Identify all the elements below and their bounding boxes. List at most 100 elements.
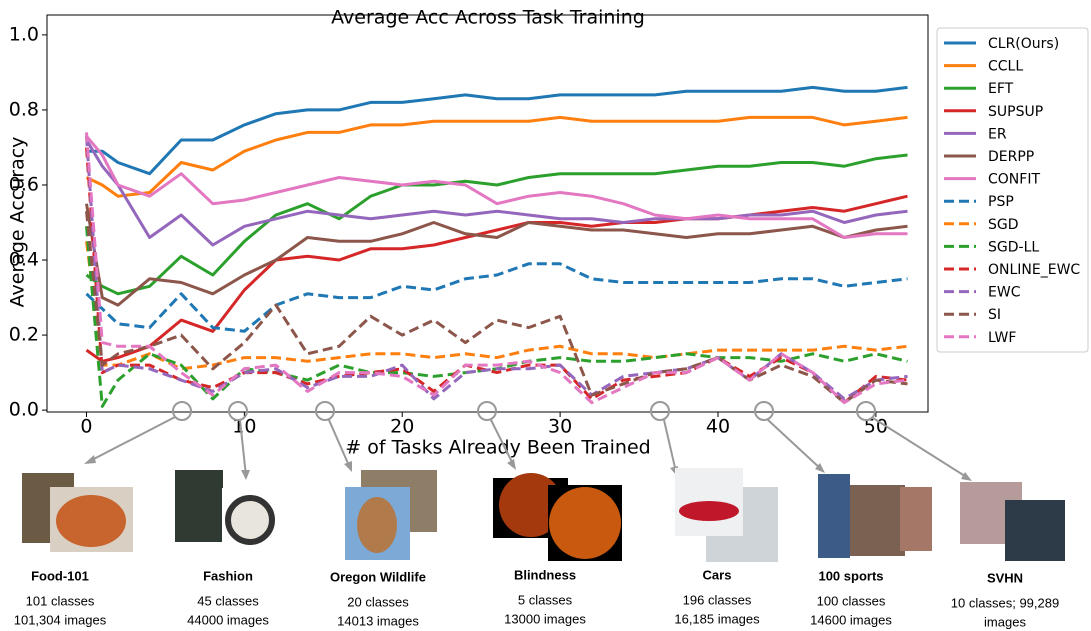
dataset-detail: 101,304 images bbox=[14, 612, 107, 627]
dataset-detail: 10 classes; 99,289 bbox=[951, 595, 1059, 610]
legend-label: LWF bbox=[988, 330, 1016, 346]
x-tick-label: 40 bbox=[706, 416, 730, 438]
legend-label: SGD bbox=[988, 217, 1019, 233]
legend-label: CCLL bbox=[988, 59, 1023, 75]
series-line bbox=[85, 241, 908, 371]
dataset-name: Food-101 bbox=[31, 568, 89, 583]
marker bbox=[856, 401, 876, 421]
dataset-detail: 16,185 images bbox=[674, 611, 760, 626]
dataset-detail: 20 classes bbox=[347, 594, 409, 609]
dataset-images bbox=[22, 468, 1065, 562]
legend: CLR(Ours) CCLL EFT SUPSUP ER DERPP CONFIT PSP SG… bbox=[944, 36, 1080, 346]
arrow bbox=[87, 416, 176, 463]
dataset-detail: 100 classes bbox=[817, 593, 886, 608]
arrow-head bbox=[241, 470, 250, 480]
series-line bbox=[85, 226, 908, 408]
dataset-detail: 44000 images bbox=[187, 612, 269, 627]
legend-label: ER bbox=[988, 126, 1007, 142]
arrow-head bbox=[815, 463, 825, 473]
chart-title: Average Acc Across Task Training bbox=[331, 7, 645, 29]
arrow-head bbox=[344, 461, 352, 472]
dataset-labels: Food-101 101 classes 101,304 images Fashion… bbox=[14, 567, 1059, 629]
legend-label: CONFIT bbox=[988, 172, 1040, 188]
marker bbox=[477, 401, 497, 421]
legend-label: ONLINE_EWC bbox=[988, 262, 1080, 278]
arrow bbox=[872, 417, 969, 479]
arrow-head bbox=[961, 472, 972, 481]
legend-label: SI bbox=[988, 307, 1001, 323]
image bbox=[499, 473, 563, 537]
plot-frame bbox=[46, 14, 929, 413]
arrow-head bbox=[507, 459, 516, 470]
dataset-name: Oregon Wildlife bbox=[330, 569, 426, 584]
legend-label: DERPP bbox=[988, 149, 1034, 165]
marker bbox=[172, 401, 192, 421]
series-line bbox=[85, 135, 908, 239]
dataset-detail: 14013 images bbox=[337, 613, 419, 628]
series-line bbox=[85, 203, 908, 307]
series-line bbox=[85, 139, 908, 247]
dataset-detail: images bbox=[984, 614, 1026, 629]
legend-label: CLR(Ours) bbox=[988, 36, 1059, 52]
y-tick-label: 0.6 bbox=[9, 173, 39, 195]
dataset-name: SVHN bbox=[987, 570, 1023, 585]
x-tick-label: 10 bbox=[232, 416, 256, 438]
image bbox=[1005, 500, 1065, 561]
arrow bbox=[490, 419, 515, 467]
image bbox=[225, 495, 275, 545]
image bbox=[679, 501, 739, 521]
arrow-heads bbox=[84, 455, 972, 481]
image bbox=[56, 495, 126, 547]
plot-area: 0 10 20 30 40 50 0.0 0.2 0.4 0.6 0.8 1.0 bbox=[9, 23, 908, 438]
dataset-detail: 196 classes bbox=[683, 592, 752, 607]
series-line bbox=[85, 132, 908, 405]
dataset-name: Blindness bbox=[514, 567, 576, 582]
dataset-detail: 14600 images bbox=[810, 612, 892, 627]
y-axis-label: Average Accuracy bbox=[7, 137, 29, 308]
image bbox=[357, 497, 397, 553]
y-tick-label: 0.8 bbox=[9, 98, 39, 120]
legend-label: PSP bbox=[988, 194, 1014, 210]
legend-label: SUPSUP bbox=[988, 104, 1043, 120]
image bbox=[549, 487, 621, 559]
dataset-detail: 45 classes bbox=[197, 593, 259, 608]
series-line bbox=[85, 211, 908, 405]
series-line bbox=[85, 262, 908, 333]
dataset-detail: 13000 images bbox=[504, 611, 586, 626]
legend-label: EWC bbox=[988, 285, 1021, 301]
arrow bbox=[663, 419, 677, 473]
y-tick-label: 0.2 bbox=[9, 324, 39, 346]
marker bbox=[650, 401, 670, 421]
arrow-head bbox=[84, 455, 96, 464]
series-line bbox=[85, 153, 908, 296]
x-axis-label: # of Tasks Already Been Trained bbox=[345, 437, 650, 459]
y-tick-label: 1.0 bbox=[9, 23, 39, 45]
legend-label: SGD-LL bbox=[988, 239, 1039, 255]
dataset-markers bbox=[87, 401, 969, 479]
marker bbox=[228, 401, 248, 421]
legend-box bbox=[936, 27, 1089, 353]
x-tick-label: 0 bbox=[80, 416, 92, 438]
x-tick-label: 30 bbox=[548, 416, 572, 438]
series-line bbox=[85, 115, 908, 198]
arrow bbox=[328, 419, 351, 469]
image bbox=[850, 485, 905, 556]
legend-label: EFT bbox=[988, 81, 1014, 97]
dataset-detail: 5 classes bbox=[518, 592, 573, 607]
y-tick-label: 0.0 bbox=[9, 399, 39, 421]
image bbox=[818, 474, 850, 558]
x-tick-label: 20 bbox=[390, 416, 414, 438]
dataset-name: Fashion bbox=[203, 568, 253, 583]
dataset-name: Cars bbox=[703, 567, 732, 582]
x-tick-label: 50 bbox=[864, 416, 888, 438]
series-line bbox=[85, 194, 908, 363]
dataset-name: 100 sports bbox=[818, 568, 883, 583]
y-tick-label: 0.4 bbox=[9, 249, 39, 271]
arrow bbox=[239, 419, 247, 477]
arrow bbox=[767, 419, 823, 471]
series-line bbox=[86, 85, 908, 176]
marker bbox=[754, 401, 774, 421]
marker bbox=[315, 401, 335, 421]
image bbox=[900, 487, 932, 551]
